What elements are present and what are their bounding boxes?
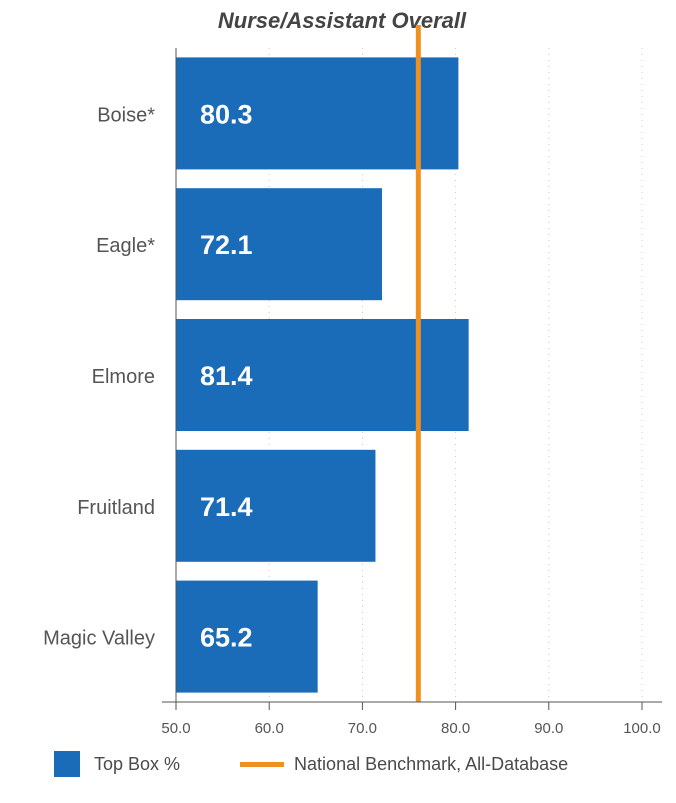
bar-4 (176, 580, 318, 693)
category-label-2: Elmore (92, 366, 155, 388)
bar-value-label-0: 80.3 (200, 99, 253, 129)
bar-3 (176, 449, 376, 562)
legend-label-top-box: Top Box % (94, 753, 181, 774)
bar-0 (176, 57, 459, 170)
legend-swatch-bar (54, 751, 80, 777)
x-tick-label-1: 60.0 (255, 720, 284, 737)
bar-1 (176, 188, 382, 301)
bar-value-label-2: 81.4 (200, 361, 253, 391)
chart-title: Nurse/Assistant Overall (218, 8, 467, 33)
bar-value-label-1: 72.1 (200, 230, 253, 260)
legend-swatch-benchmark (240, 761, 285, 767)
category-label-0: Boise* (97, 104, 155, 126)
legend-item-top-box: Top Box % (54, 751, 180, 777)
axes: Boise* Eagle* Elmore Fruitland Magic Valley 5… (43, 48, 662, 737)
x-tick-label-4: 90.0 (534, 720, 563, 737)
legend-item-benchmark: National Benchmark, All-Database (180, 754, 568, 775)
bar-value-label-3: 71.4 (200, 492, 253, 522)
bar-chart: Nurse/Assistant Overall 80.3 72.1 81.4 71.4… (43, 8, 662, 737)
x-tick-label-5: 100.0 (623, 720, 661, 737)
legend: Top Box % National Benchmark, All-Databa… (54, 750, 568, 778)
bars: 80.3 72.1 81.4 71.4 65.2 (176, 57, 469, 693)
category-label-1: Eagle* (96, 235, 155, 257)
category-label-4: Magic Valley (43, 628, 155, 650)
bar-value-label-4: 65.2 (200, 623, 253, 653)
x-tick-label-3: 80.0 (441, 720, 470, 737)
legend-label-benchmark: National Benchmark, All-Database (294, 753, 569, 774)
category-label-3: Fruitland (77, 497, 155, 519)
x-tick-label-2: 70.0 (348, 720, 377, 737)
x-tick-label-0: 50.0 (161, 720, 190, 737)
